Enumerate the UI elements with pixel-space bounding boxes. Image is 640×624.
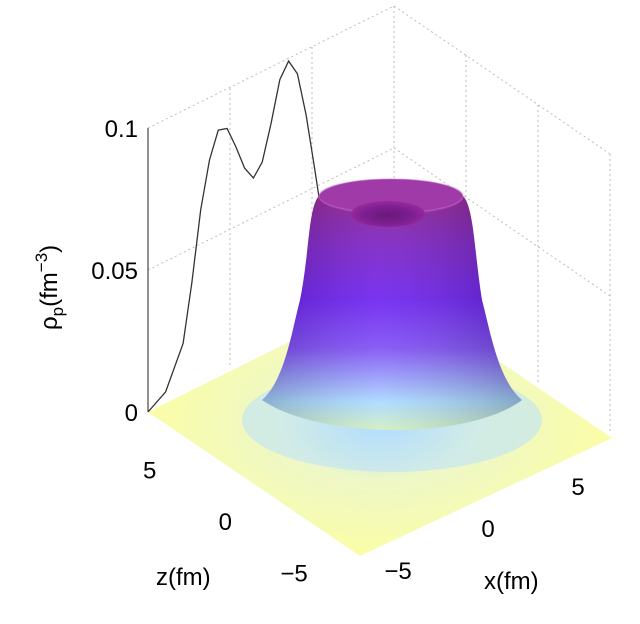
y-axis-label: ρp(fm−3) (32, 245, 67, 330)
x-axis-label: x(fm) (484, 568, 539, 595)
x-tick-label: 5 (571, 474, 584, 501)
z-tick-label: 5 (143, 458, 156, 485)
z-tick-label: 0 (219, 509, 232, 536)
y-axis-label-unit-sup: −3 (32, 253, 51, 272)
y-tick-label: 0.1 (105, 116, 138, 143)
z-tick-label: −5 (280, 560, 307, 587)
y-tick-label: 0 (125, 400, 138, 427)
y-axis-label-sub: p (48, 307, 67, 316)
x-tick-labels: −5 0 5 (384, 474, 584, 585)
y-axis-label-base: ρ (36, 316, 63, 330)
y-axis-label-unit-close: ) (36, 245, 63, 253)
z-tick-labels: 5 0 −5 (143, 458, 308, 588)
y-tick-label: 0.05 (91, 258, 138, 285)
x-tick-label: 0 (481, 516, 494, 543)
y-axis-label-unit-open: (fm (36, 272, 63, 307)
z-axis-label: z(fm) (156, 564, 211, 591)
y-tick-labels: 0 0.05 0.1 (91, 116, 138, 427)
density-surface (242, 178, 542, 472)
x-tick-label: −5 (384, 558, 411, 585)
